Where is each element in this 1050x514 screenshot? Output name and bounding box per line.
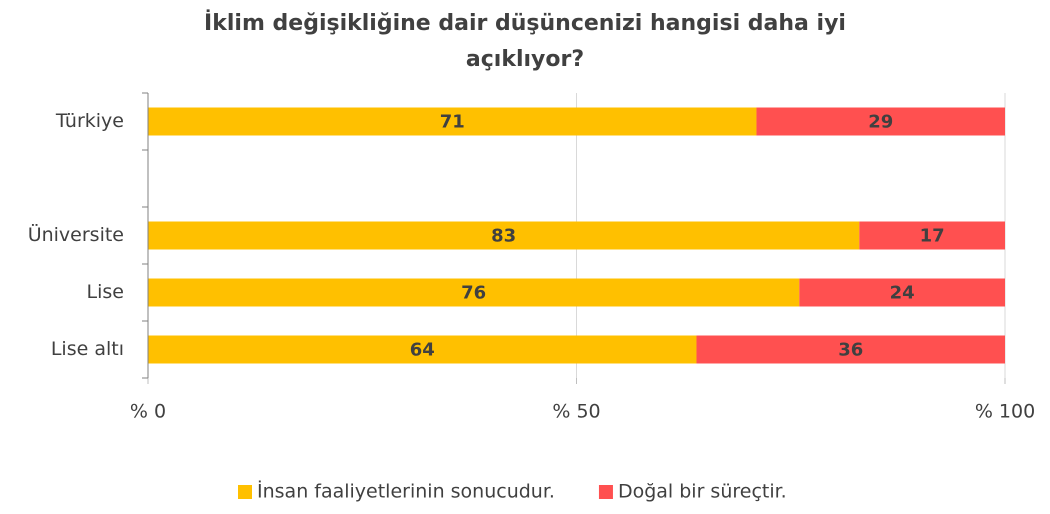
- y-tick-label: Üniversite: [28, 223, 124, 246]
- y-tick-label: Lise altı: [51, 338, 124, 360]
- data-label: 83: [491, 226, 516, 247]
- x-tick-label: % 100: [975, 401, 1035, 423]
- bar-segment: [859, 221, 1005, 250]
- legend-label: Doğal bir süreçtir.: [618, 481, 787, 503]
- legend-label: İnsan faaliyetlerinin sonucudur.: [257, 480, 555, 503]
- bar-segment: [756, 107, 1005, 136]
- data-label: 29: [868, 112, 893, 133]
- bar-segment: [148, 335, 697, 364]
- legend-swatch: [238, 485, 252, 499]
- y-tick-label: Lise: [87, 281, 124, 303]
- x-tick-label: % 50: [552, 401, 600, 423]
- bar-segment: [148, 278, 800, 307]
- bar-segment: [799, 278, 1005, 307]
- data-label: 64: [410, 340, 435, 361]
- data-label: 24: [890, 283, 915, 304]
- y-tick-label: Türkiye: [55, 110, 124, 132]
- bar-segment: [148, 107, 757, 136]
- legend-swatch: [598, 485, 613, 499]
- data-label: 71: [440, 112, 465, 133]
- data-label: 17: [920, 226, 945, 247]
- data-label: 76: [461, 283, 486, 304]
- bar-segment: [696, 335, 1005, 364]
- data-label: 36: [838, 340, 863, 361]
- chart-title: İklim değişikliğine dair düşüncenizi han…: [204, 10, 846, 36]
- chart-title: açıklıyor?: [466, 47, 584, 72]
- bar-segment: [148, 221, 860, 250]
- x-tick-label: % 0: [130, 401, 166, 423]
